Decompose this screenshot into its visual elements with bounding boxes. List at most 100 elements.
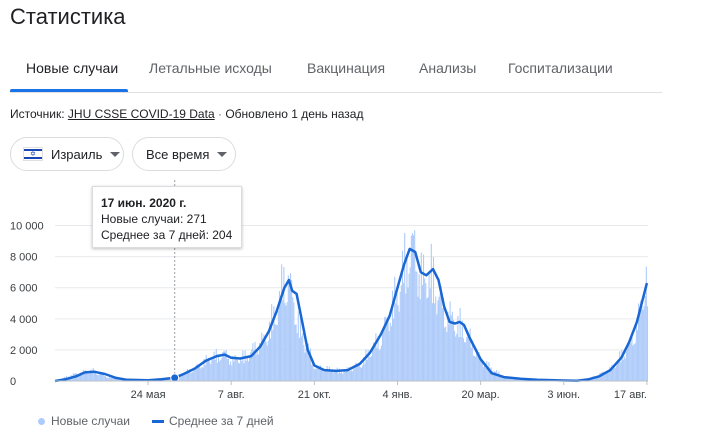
case-bar: [297, 311, 299, 381]
case-bar: [248, 356, 251, 381]
case-bar: [185, 372, 187, 381]
case-bar: [467, 331, 469, 381]
case-bar: [104, 376, 106, 381]
case-bar: [432, 257, 435, 381]
case-bar: [285, 305, 287, 381]
case-bar: [81, 374, 83, 381]
case-bar: [426, 298, 428, 381]
case-bar: [207, 357, 210, 381]
case-bar: [347, 369, 349, 381]
case-bar: [329, 369, 331, 381]
case-bar: [606, 370, 609, 381]
country-dropdown[interactable]: ✡ Израиль: [10, 137, 124, 171]
case-bar: [475, 356, 477, 381]
period-dropdown[interactable]: Все время: [132, 137, 236, 171]
case-bar: [255, 354, 257, 381]
tab-new-cases[interactable]: Новые случаи: [26, 60, 119, 76]
case-bar: [642, 309, 644, 381]
case-bar: [491, 370, 493, 381]
case-bar: [273, 306, 275, 381]
case-bar: [247, 361, 249, 381]
case-bar: [466, 336, 468, 381]
case-bar: [604, 372, 606, 381]
case-bar: [436, 314, 438, 381]
case-bar: [319, 365, 322, 381]
tab-deaths[interactable]: Летальные исходы: [149, 60, 272, 76]
case-bar: [631, 333, 633, 381]
case-bar: [203, 358, 205, 381]
y-tick-label: 4 000: [10, 314, 38, 326]
case-bar: [440, 286, 442, 381]
case-bar: [111, 376, 113, 381]
case-bar: [610, 370, 612, 381]
x-tick-label: 4 янв.: [382, 389, 412, 401]
case-bar: [236, 360, 238, 381]
y-tick-label: 2 000: [10, 345, 38, 357]
case-bar: [365, 349, 367, 381]
case-bar: [327, 369, 329, 381]
case-bar: [398, 311, 400, 381]
case-bar: [288, 286, 290, 381]
case-bar: [424, 278, 426, 381]
case-bar: [239, 363, 241, 381]
source-link[interactable]: JHU CSSE COVID-19 Data: [67, 107, 215, 121]
case-bar: [281, 264, 283, 381]
case-bar: [611, 364, 613, 381]
case-bar: [413, 235, 415, 381]
case-bar: [193, 367, 195, 381]
active-tab-indicator: [10, 89, 128, 92]
case-bar: [624, 358, 626, 381]
case-bar: [343, 372, 345, 381]
case-bar: [400, 285, 402, 381]
case-bar: [270, 338, 272, 381]
case-bar: [316, 365, 318, 381]
case-bar: [274, 324, 276, 381]
case-bar: [252, 343, 254, 381]
case-bar: [379, 349, 381, 381]
hover-point: [170, 373, 180, 383]
chevron-down-icon: [110, 151, 121, 157]
case-bar: [267, 340, 269, 381]
case-bar: [229, 364, 231, 381]
case-bar: [449, 301, 451, 381]
case-bar: [250, 352, 252, 381]
case-bar: [326, 366, 328, 381]
case-bar: [246, 356, 248, 381]
case-bar: [217, 354, 220, 381]
case-bar: [110, 378, 112, 381]
tab-hospitalizations[interactable]: Госпитализации: [508, 60, 613, 76]
case-bar: [214, 359, 216, 381]
tooltip-new-cases: Новые случаи: 271: [101, 212, 207, 226]
case-bar: [260, 347, 262, 381]
case-bar: [454, 331, 456, 381]
case-bar: [108, 378, 110, 381]
case-bar: [645, 266, 647, 381]
case-bar: [431, 303, 433, 381]
case-bar: [317, 365, 319, 381]
case-bar: [312, 360, 314, 381]
case-bar: [430, 243, 432, 381]
case-bar: [191, 372, 193, 381]
case-bar: [223, 350, 225, 381]
case-bar: [322, 369, 324, 381]
case-bar: [368, 356, 370, 381]
case-bar: [179, 374, 181, 381]
case-bar: [202, 367, 204, 381]
case-bar: [114, 378, 116, 381]
case-bar: [478, 352, 480, 381]
case-bar: [265, 341, 267, 381]
tab-tests[interactable]: Анализы: [419, 60, 477, 76]
case-bar: [646, 306, 648, 381]
case-bar: [188, 372, 190, 381]
case-bar: [378, 350, 380, 381]
case-bar: [94, 370, 96, 381]
tab-vaccination[interactable]: Вакцинация: [307, 60, 386, 76]
case-bar: [459, 308, 461, 381]
case-bar: [394, 276, 396, 381]
case-bar: [295, 324, 297, 381]
case-bar: [241, 361, 243, 381]
case-bar: [182, 375, 184, 381]
case-bar: [419, 299, 421, 381]
case-bar: [330, 370, 333, 381]
case-bar: [465, 342, 467, 381]
